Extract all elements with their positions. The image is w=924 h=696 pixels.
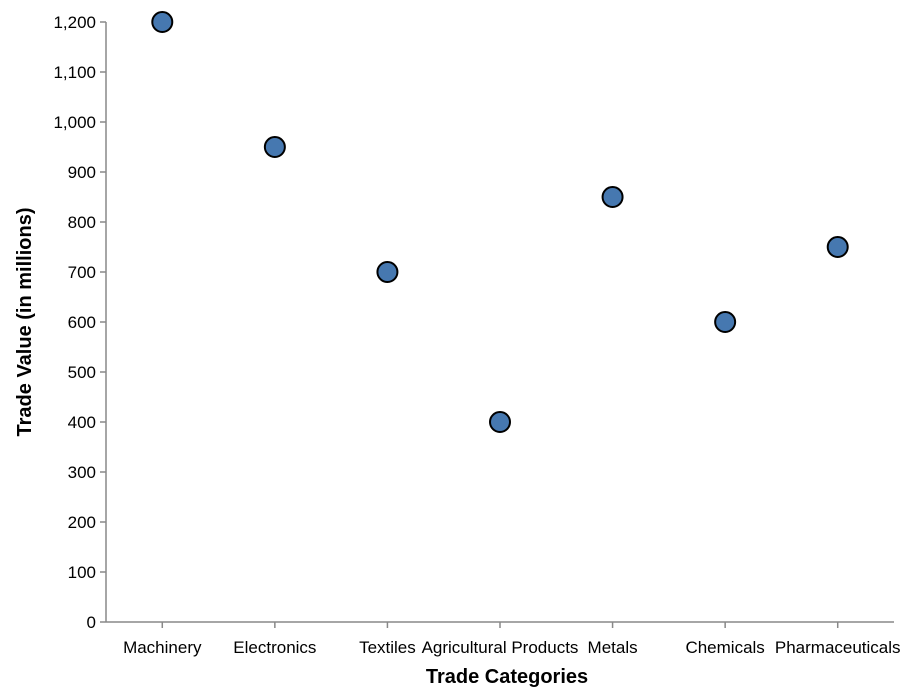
x-tick-label: Agricultural Products [422, 638, 579, 657]
data-point [263, 136, 286, 158]
data-point [714, 311, 737, 333]
data-point [826, 236, 849, 258]
y-tick-label: 200 [68, 513, 96, 532]
x-tick-label: Pharmaceuticals [775, 638, 901, 657]
y-tick-label: 600 [68, 313, 96, 332]
y-tick-label: 500 [68, 363, 96, 382]
y-axis: 0 100 200 300 400 500 600 700 800 900 1,000 1,100 1,… [53, 13, 107, 632]
x-tick-label: Metals [588, 638, 638, 657]
y-tick-label: 400 [68, 413, 96, 432]
y-tick-label: 300 [68, 463, 96, 482]
y-tick-label: 800 [68, 213, 96, 232]
x-tick-label: Machinery [123, 638, 202, 657]
data-point [601, 186, 624, 208]
x-axis-title: Trade Categories [426, 666, 588, 688]
data-point [489, 411, 511, 433]
y-tick-label: 0 [87, 613, 96, 632]
y-tick-label: 1,000 [53, 113, 96, 132]
x-axis: Machinery Electronics Textiles Agricultural… [106, 621, 901, 657]
y-tick-label: 1,200 [53, 13, 96, 32]
x-tick-label: Textiles [359, 638, 416, 657]
x-tick-label: Electronics [233, 638, 316, 657]
y-tick-label: 100 [68, 563, 96, 582]
data-point [376, 261, 399, 283]
data-points [151, 11, 849, 433]
data-point [151, 11, 174, 33]
y-tick-label: 700 [68, 263, 96, 282]
x-tick-label: Chemicals [685, 638, 764, 657]
y-tick-label: 900 [68, 163, 96, 182]
y-tick-label: 1,100 [53, 63, 96, 82]
y-axis-title: Trade Value (in millions) [14, 208, 36, 437]
